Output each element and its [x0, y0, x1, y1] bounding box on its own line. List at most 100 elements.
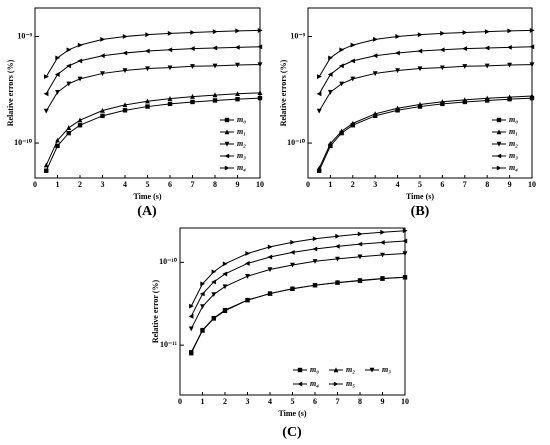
series-line — [45, 46, 261, 95]
point — [145, 98, 150, 104]
point — [529, 62, 535, 68]
point — [66, 63, 71, 69]
point — [506, 44, 512, 50]
point — [211, 269, 217, 275]
point — [327, 90, 333, 95]
legend-label: m₄ — [509, 163, 518, 172]
point — [267, 267, 273, 273]
series-line — [190, 276, 406, 354]
point — [66, 130, 71, 136]
x-tick-label: 5 — [418, 180, 422, 189]
point — [417, 32, 423, 38]
point — [529, 27, 535, 33]
legend-label: m₄ — [310, 379, 319, 388]
point — [199, 291, 205, 297]
point — [267, 244, 273, 250]
point — [54, 72, 60, 77]
point — [190, 93, 195, 99]
legend-marker — [369, 367, 375, 373]
point — [357, 278, 363, 283]
legend-label: m₃ — [237, 151, 246, 160]
point — [77, 58, 83, 64]
point — [395, 105, 401, 111]
point — [289, 249, 295, 255]
point — [357, 254, 363, 260]
legend-label: m₅ — [346, 379, 355, 388]
legend-label: m₂ — [346, 365, 355, 374]
point — [440, 30, 446, 36]
x-tick-label: 8 — [213, 180, 217, 189]
point — [122, 68, 128, 74]
series-line — [190, 276, 406, 353]
legend-label: m₃ — [509, 151, 518, 160]
x-tick-label: 4 — [396, 180, 400, 189]
point — [339, 47, 345, 53]
legend-marker — [224, 141, 230, 147]
point — [200, 327, 205, 333]
legend-label: m₄ — [237, 163, 246, 172]
point — [316, 165, 322, 171]
x-axis-label: Time (s) — [133, 192, 161, 201]
legend-label: m₀ — [237, 115, 246, 124]
point — [245, 297, 250, 303]
panel-label: (A) — [137, 204, 157, 219]
legend-marker — [333, 367, 339, 373]
x-tick-label: 3 — [101, 180, 105, 189]
x-tick-label: 9 — [236, 180, 240, 189]
point — [77, 123, 83, 128]
x-tick-label: 0 — [33, 180, 37, 189]
point — [257, 27, 263, 33]
point — [394, 50, 400, 56]
point — [188, 350, 194, 356]
point — [189, 46, 195, 51]
point — [145, 104, 150, 109]
x-tick-label: 4 — [123, 180, 127, 189]
point — [357, 231, 363, 237]
x-tick-label: 2 — [223, 397, 227, 406]
point — [316, 108, 322, 114]
point — [188, 313, 194, 319]
point — [188, 326, 194, 332]
x-tick-label: 10 — [401, 397, 409, 406]
point — [144, 48, 150, 54]
x-tick-label: 1 — [328, 180, 332, 189]
point — [222, 271, 228, 277]
point — [245, 274, 250, 279]
point — [380, 229, 386, 235]
point — [55, 137, 60, 143]
x-tick-label: 9 — [508, 180, 512, 189]
point — [212, 63, 218, 69]
point — [235, 96, 240, 102]
x-tick-label: 8 — [358, 397, 362, 406]
point — [235, 91, 240, 96]
point — [335, 233, 341, 239]
point — [200, 304, 205, 310]
legend-marker — [496, 117, 502, 123]
point — [402, 228, 408, 234]
y-tick-label: 10⁻¹⁰ — [14, 138, 33, 147]
x-tick-label: 0 — [178, 397, 182, 406]
plot-area — [188, 228, 408, 356]
legend-label: m₀ — [509, 115, 518, 124]
x-tick-label: 10 — [528, 180, 536, 189]
series-line — [190, 252, 406, 329]
point — [167, 30, 173, 36]
point — [462, 46, 467, 51]
point — [372, 53, 378, 59]
point — [257, 62, 263, 68]
point — [55, 55, 61, 61]
y-tick-label: 10⁻⁹ — [17, 31, 32, 40]
point — [350, 58, 355, 64]
point — [485, 29, 490, 35]
point — [328, 55, 334, 61]
point — [350, 42, 356, 48]
point — [395, 34, 401, 39]
point — [257, 44, 263, 50]
point — [339, 81, 345, 87]
point — [222, 308, 228, 313]
point — [267, 290, 273, 296]
series-line — [318, 29, 533, 77]
legend-label: m₃ — [382, 365, 391, 374]
y-tick-label: 10⁻¹⁰ — [159, 257, 178, 266]
point — [507, 28, 513, 34]
